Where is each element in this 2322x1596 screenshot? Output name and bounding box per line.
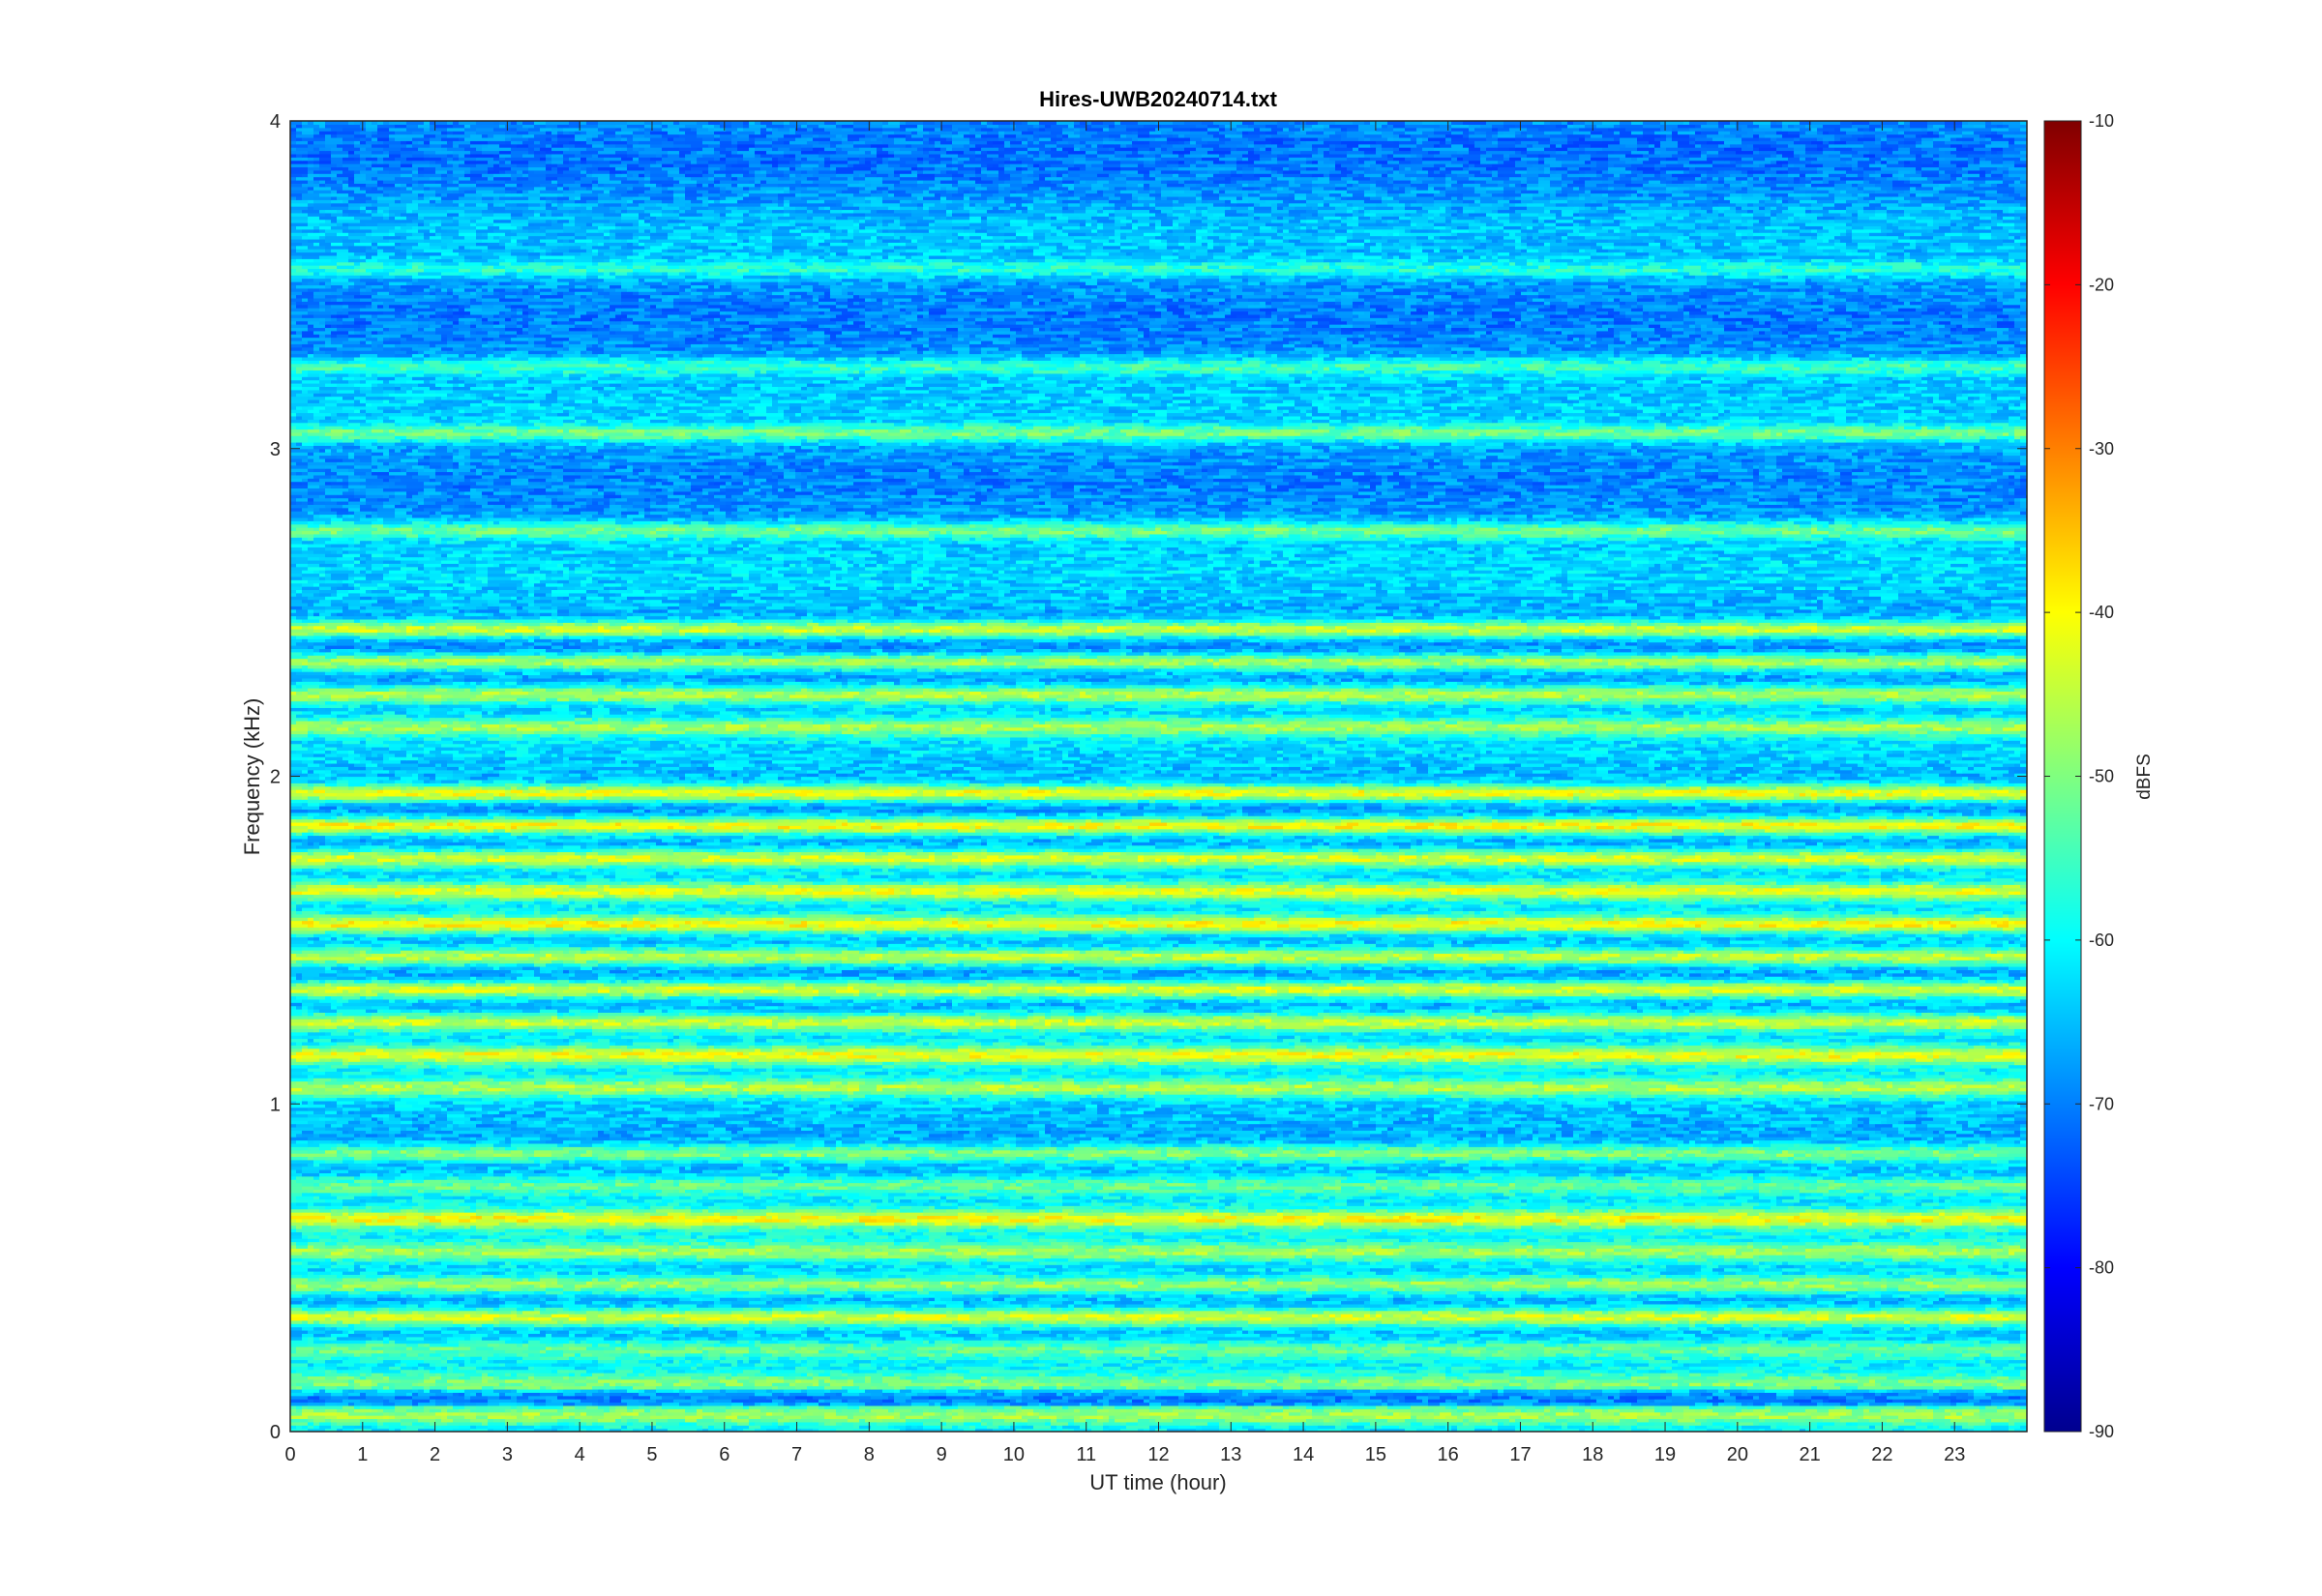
- heatmap-cell: [2026, 1373, 2044, 1376]
- heatmap-cell: [2026, 1375, 2039, 1379]
- heatmap-cell: [2026, 1422, 2039, 1426]
- chart-title: Hires-UWB20240714.txt: [1039, 87, 1277, 111]
- heatmap-cell: [2026, 1396, 2044, 1400]
- heatmap-cell: [2026, 1412, 2044, 1416]
- heatmap-cells: [290, 121, 2044, 1433]
- heatmap-cell: [2026, 1363, 2044, 1367]
- heatmap-cell: [2026, 1399, 2044, 1403]
- heatmap-cell: [2026, 1359, 2044, 1363]
